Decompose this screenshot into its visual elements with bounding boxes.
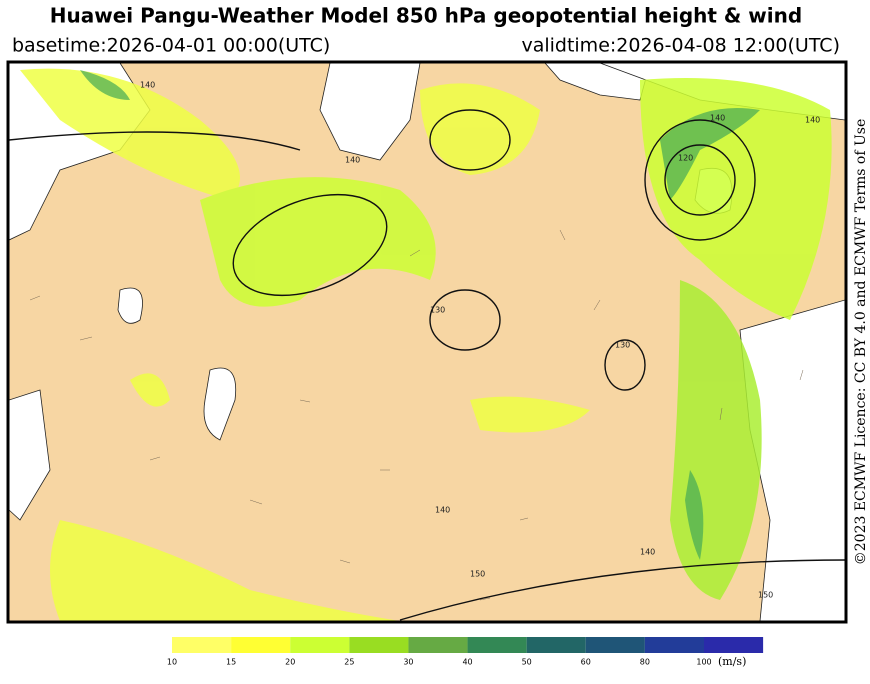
contour-label: 150 — [758, 591, 773, 600]
colorbar: 10 15 20 25 30 40 50 60 80 100 — [167, 637, 764, 667]
colorbar-label: 80 — [640, 658, 650, 667]
contour-label: 140 — [140, 81, 155, 90]
colorbar-segment — [644, 637, 704, 653]
contour-label: 140 — [640, 548, 655, 557]
colorbar-segment — [704, 637, 764, 653]
colorbar-segment — [172, 637, 232, 653]
colorbar-label: 15 — [226, 658, 236, 667]
map-frame — [6, 60, 848, 624]
colorbar-label: 40 — [462, 658, 472, 667]
colorbar-label: 60 — [581, 658, 591, 667]
colorbar-segment — [349, 637, 409, 653]
colorbar-label: 20 — [285, 658, 295, 667]
title: Huawei Pangu-Weather Model 850 hPa geopo… — [50, 4, 802, 28]
contours — [9, 109, 845, 621]
contour-label: 150 — [470, 570, 485, 579]
colorbar-segment — [408, 637, 468, 653]
contour-labels: 140 140 140 130 120 130 140 140 150 140 … — [140, 81, 820, 600]
colorbar-segment — [585, 637, 645, 653]
strong-wind — [80, 70, 760, 560]
colorbar-label: 30 — [403, 658, 413, 667]
contour-label: 130 — [615, 341, 630, 350]
contour-label: 120 — [678, 154, 693, 163]
colorbar-label: 10 — [167, 658, 177, 667]
colorbar-segment — [231, 637, 291, 653]
contour-label: 140 — [710, 114, 725, 123]
contour-label: 140 — [435, 506, 450, 515]
colorbar-segment — [526, 637, 586, 653]
basetime: basetime:2026-04-01 00:00(UTC) — [12, 35, 330, 57]
contour-label: 140 — [805, 116, 820, 125]
colorbar-label: 25 — [344, 658, 354, 667]
validtime: validtime:2026-04-08 12:00(UTC) — [521, 35, 840, 57]
contour-label: 140 — [345, 156, 360, 165]
map: 140 140 140 130 120 130 140 140 150 140 … — [6, 60, 848, 624]
colorbar-label: 100 — [696, 658, 711, 667]
colorbar-unit: (m/s) — [718, 655, 746, 668]
colorbar-label: 50 — [522, 658, 532, 667]
colorbar-segment — [467, 637, 527, 653]
colorbar-segment — [290, 637, 350, 653]
credit: ©2023 ECMWF Licence: CC BY 4.0 and ECMWF… — [853, 119, 869, 566]
arrows — [29, 229, 804, 601]
contour-label: 130 — [430, 306, 445, 315]
